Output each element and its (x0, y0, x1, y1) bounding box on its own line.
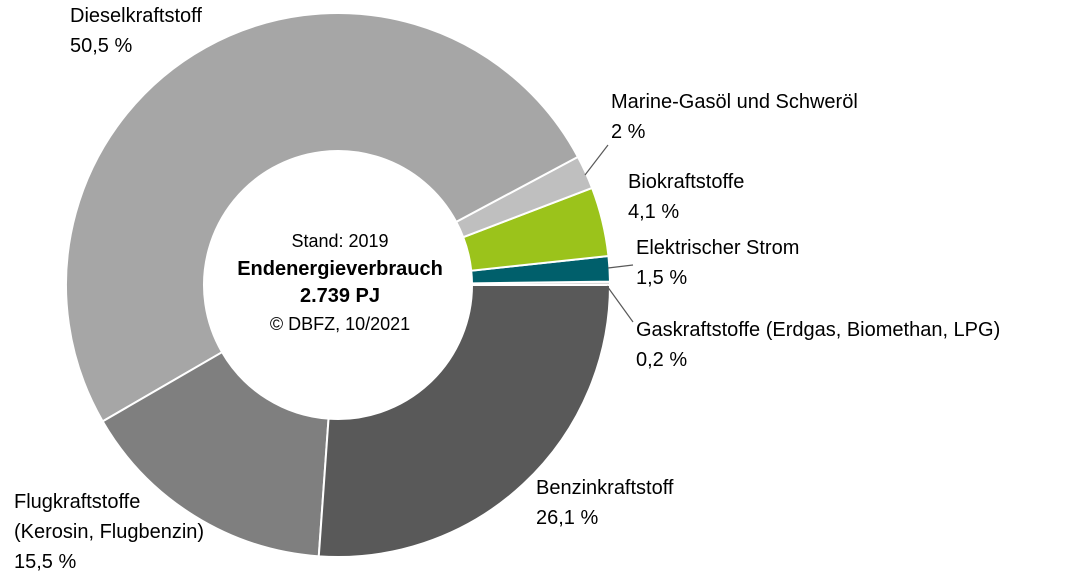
slice-label: Biokraftstoffe 4,1 % (628, 171, 744, 223)
leader-line (606, 285, 634, 323)
value-label: 2 % (611, 121, 646, 143)
donut-slice (470, 254, 611, 285)
category-label: Biokraftstoffe (628, 171, 744, 193)
value-label: 0,2 % (636, 349, 687, 371)
donut-slice (65, 12, 580, 423)
value-label: 50,5 % (70, 35, 132, 57)
total-label: 2.739 PJ (300, 285, 380, 307)
category-label: Marine-Gasöl und Schweröl (611, 91, 858, 113)
slice-label: Elektrischer Strom 1,5 % (636, 237, 799, 289)
value-label: 1,5 % (636, 267, 687, 289)
slice-label: Marine-Gasöl und Schweröl 2 % (611, 91, 858, 143)
donut-slice (461, 186, 610, 272)
source-label: © DBFZ, 10/2021 (270, 314, 410, 334)
chart-subtitle: Stand: 2019 (291, 231, 388, 251)
value-label: 4,1 % (628, 201, 679, 223)
chart-title: Endenergieverbrauch (237, 258, 443, 280)
value-label: 15,5 % (14, 551, 76, 573)
category-label: Flugkraftstoffe (14, 491, 140, 513)
leader-line (607, 264, 634, 269)
slice-label: Gaskraftstoffe (Erdgas, Biomethan, LPG) 0… (636, 319, 1000, 371)
category-label: Elektrischer Strom (636, 237, 799, 259)
value-label: 26,1 % (536, 507, 598, 529)
category-label: Benzinkraftstoff (536, 477, 674, 499)
category-label: (Kerosin, Flugbenzin) (14, 521, 204, 543)
category-label: Dieselkraftstoff (70, 5, 202, 27)
category-label: Gaskraftstoffe (Erdgas, Biomethan, LPG) (636, 319, 1000, 341)
donut-slice (101, 350, 330, 558)
leader-line (584, 144, 609, 176)
donut-slice (317, 284, 612, 558)
slice-label: Flugkraftstoffe (Kerosin, Flugbenzin) 15,5… (14, 491, 204, 573)
donut-slice (454, 155, 594, 239)
slice-label: Dieselkraftstoff 50,5 % (70, 5, 202, 57)
slice-label: Benzinkraftstoff 26,1 % (536, 477, 674, 529)
